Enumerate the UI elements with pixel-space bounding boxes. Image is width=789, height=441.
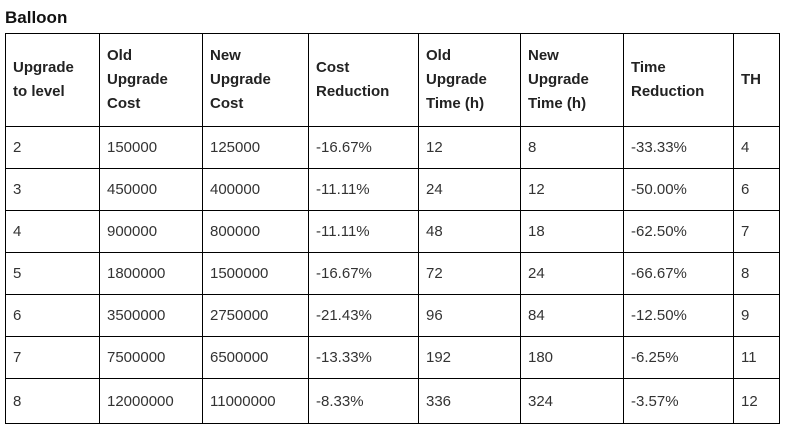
cell-time-reduction: -6.25% bbox=[623, 336, 734, 379]
cell-level: 7 bbox=[5, 336, 100, 379]
header-cost-reduction: Cost Reduction bbox=[308, 33, 419, 127]
table-row: 2 150000 125000 -16.67% 12 8 -33.33% 4 bbox=[5, 126, 780, 169]
table-row: 6 3500000 2750000 -21.43% 96 84 -12.50% … bbox=[5, 294, 780, 337]
cell-level: 5 bbox=[5, 252, 100, 295]
cell-cost-reduction: -21.43% bbox=[308, 294, 419, 337]
cell-th: 7 bbox=[733, 210, 780, 253]
cell-th: 12 bbox=[733, 378, 780, 424]
cell-new-time: 324 bbox=[520, 378, 624, 424]
cell-old-cost: 450000 bbox=[99, 168, 203, 211]
table-row: 3 450000 400000 -11.11% 24 12 -50.00% 6 bbox=[5, 168, 780, 211]
upgrade-table: Upgrade to level Old Upgrade Cost New Up… bbox=[5, 33, 780, 424]
table-row: 8 12000000 11000000 -8.33% 336 324 -3.57… bbox=[5, 378, 780, 424]
cell-new-time: 180 bbox=[520, 336, 624, 379]
cell-th: 6 bbox=[733, 168, 780, 211]
cell-old-cost: 12000000 bbox=[99, 378, 203, 424]
header-upgrade-to-level: Upgrade to level bbox=[5, 33, 100, 127]
cell-old-time: 96 bbox=[418, 294, 521, 337]
cell-th: 8 bbox=[733, 252, 780, 295]
cell-time-reduction: -33.33% bbox=[623, 126, 734, 169]
header-old-upgrade-cost: Old Upgrade Cost bbox=[99, 33, 203, 127]
header-new-upgrade-time: New Upgrade Time (h) bbox=[520, 33, 624, 127]
cell-time-reduction: -50.00% bbox=[623, 168, 734, 211]
cell-cost-reduction: -13.33% bbox=[308, 336, 419, 379]
page-title: Balloon bbox=[5, 8, 68, 27]
cell-time-reduction: -3.57% bbox=[623, 378, 734, 424]
cell-time-reduction: -12.50% bbox=[623, 294, 734, 337]
cell-old-cost: 150000 bbox=[99, 126, 203, 169]
cell-new-time: 24 bbox=[520, 252, 624, 295]
cell-th: 9 bbox=[733, 294, 780, 337]
cell-cost-reduction: -11.11% bbox=[308, 210, 419, 253]
cell-level: 3 bbox=[5, 168, 100, 211]
cell-old-cost: 900000 bbox=[99, 210, 203, 253]
cell-level: 4 bbox=[5, 210, 100, 253]
cell-old-cost: 1800000 bbox=[99, 252, 203, 295]
cell-new-cost: 2750000 bbox=[202, 294, 309, 337]
cell-new-cost: 11000000 bbox=[202, 378, 309, 424]
cell-old-time: 48 bbox=[418, 210, 521, 253]
table-row: 4 900000 800000 -11.11% 48 18 -62.50% 7 bbox=[5, 210, 780, 253]
cell-new-cost: 6500000 bbox=[202, 336, 309, 379]
cell-time-reduction: -62.50% bbox=[623, 210, 734, 253]
cell-level: 8 bbox=[5, 378, 100, 424]
header-row: Upgrade to level Old Upgrade Cost New Up… bbox=[5, 33, 780, 127]
cell-cost-reduction: -11.11% bbox=[308, 168, 419, 211]
cell-old-time: 24 bbox=[418, 168, 521, 211]
cell-new-cost: 400000 bbox=[202, 168, 309, 211]
table-row: 7 7500000 6500000 -13.33% 192 180 -6.25%… bbox=[5, 336, 780, 379]
table-row: 5 1800000 1500000 -16.67% 72 24 -66.67% … bbox=[5, 252, 780, 295]
header-new-upgrade-cost: New Upgrade Cost bbox=[202, 33, 309, 127]
cell-old-time: 12 bbox=[418, 126, 521, 169]
cell-level: 2 bbox=[5, 126, 100, 169]
header-time-reduction: Time Reduction bbox=[623, 33, 734, 127]
cell-cost-reduction: -8.33% bbox=[308, 378, 419, 424]
cell-th: 4 bbox=[733, 126, 780, 169]
cell-th: 11 bbox=[733, 336, 780, 379]
cell-new-cost: 125000 bbox=[202, 126, 309, 169]
cell-time-reduction: -66.67% bbox=[623, 252, 734, 295]
cell-new-cost: 1500000 bbox=[202, 252, 309, 295]
cell-new-time: 12 bbox=[520, 168, 624, 211]
cell-new-cost: 800000 bbox=[202, 210, 309, 253]
header-th: TH bbox=[733, 33, 780, 127]
cell-cost-reduction: -16.67% bbox=[308, 126, 419, 169]
cell-old-time: 72 bbox=[418, 252, 521, 295]
header-old-upgrade-time: Old Upgrade Time (h) bbox=[418, 33, 521, 127]
cell-old-time: 336 bbox=[418, 378, 521, 424]
cell-new-time: 8 bbox=[520, 126, 624, 169]
cell-cost-reduction: -16.67% bbox=[308, 252, 419, 295]
cell-new-time: 84 bbox=[520, 294, 624, 337]
cell-level: 6 bbox=[5, 294, 100, 337]
cell-old-cost: 7500000 bbox=[99, 336, 203, 379]
cell-new-time: 18 bbox=[520, 210, 624, 253]
cell-old-time: 192 bbox=[418, 336, 521, 379]
cell-old-cost: 3500000 bbox=[99, 294, 203, 337]
